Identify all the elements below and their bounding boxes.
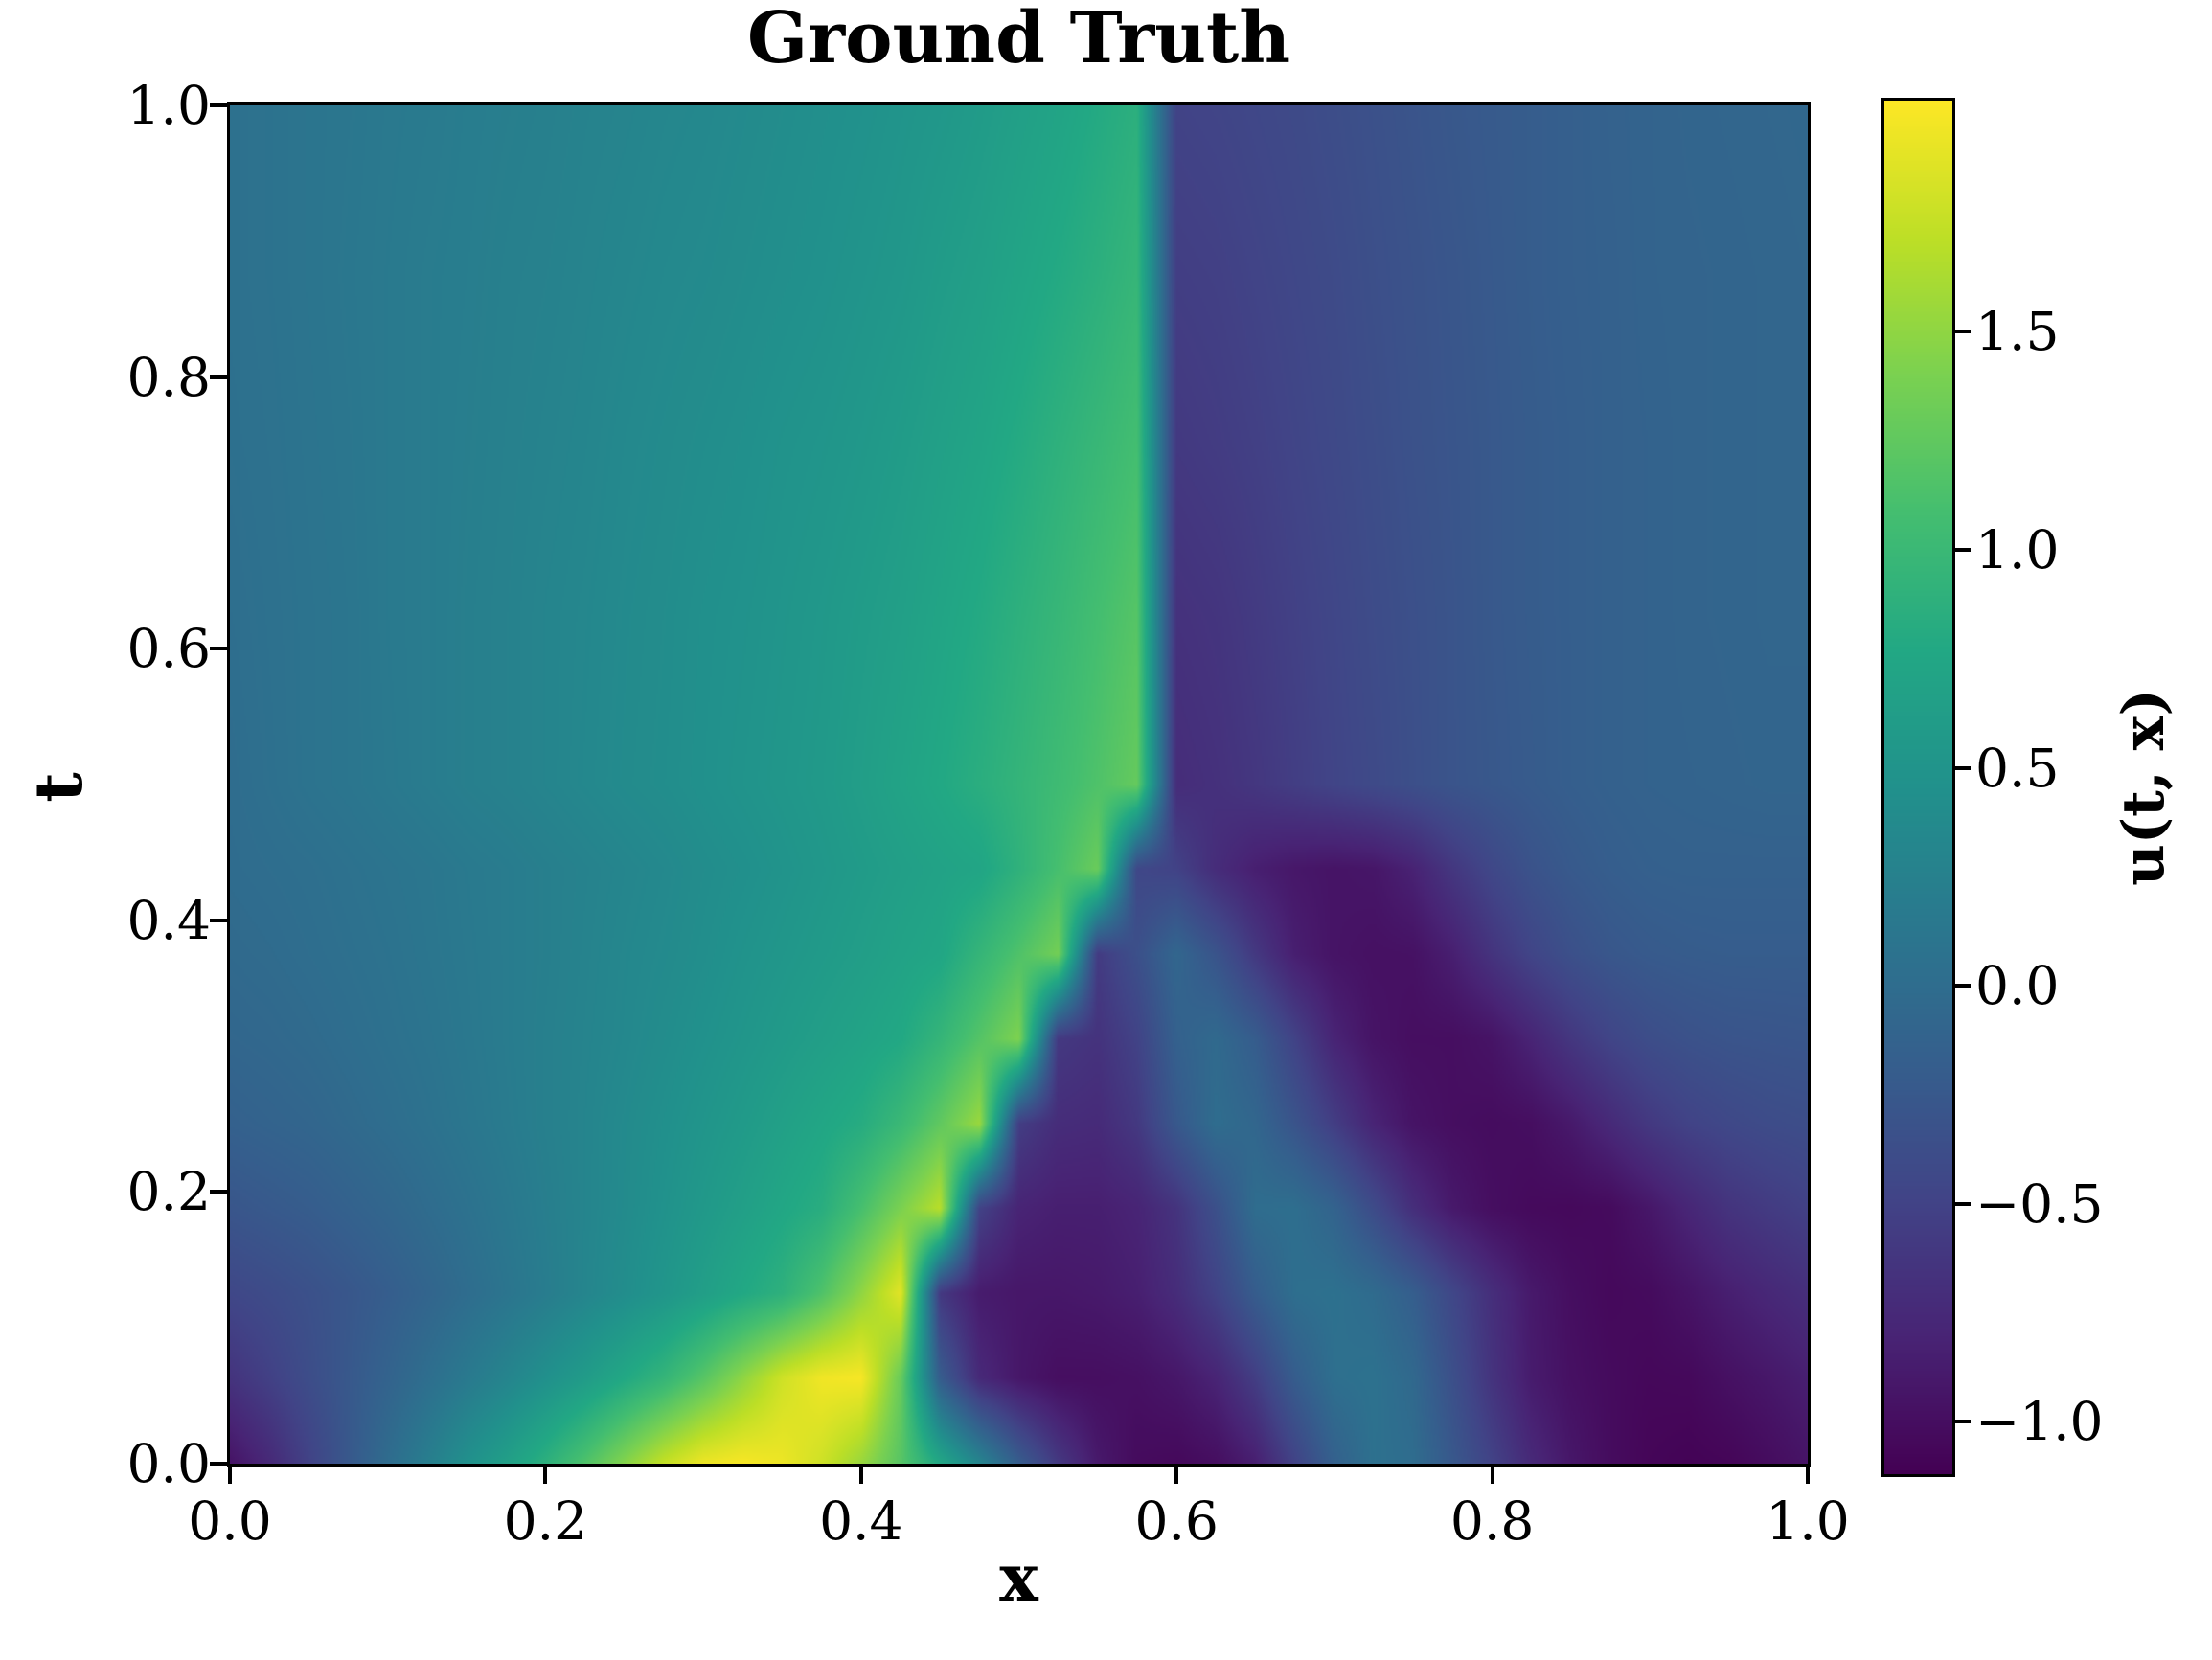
y-tick-mark bbox=[210, 918, 227, 922]
x-tick-label: 0.4 bbox=[819, 1490, 903, 1552]
y-tick-label: 0.2 bbox=[126, 1161, 211, 1223]
colorbar-tick-mark bbox=[1955, 547, 1971, 552]
x-tick-label: 0.0 bbox=[188, 1490, 272, 1552]
y-tick-mark bbox=[210, 1462, 227, 1466]
y-tick-label: 0.0 bbox=[126, 1433, 211, 1494]
colorbar-tick-mark bbox=[1955, 984, 1971, 989]
y-tick-mark bbox=[210, 647, 227, 651]
colorbar-tick-label: −1.0 bbox=[1975, 1391, 2104, 1453]
colorbar-tick-label: 0.5 bbox=[1975, 737, 2060, 799]
y-tick-label: 1.0 bbox=[126, 75, 211, 136]
colorbar-label: u(t, x) bbox=[2110, 689, 2178, 886]
heatmap-canvas bbox=[230, 105, 1808, 1464]
x-tick-label: 0.8 bbox=[1449, 1490, 1535, 1552]
x-axis-label: x bbox=[999, 1540, 1038, 1617]
x-tick-label: 0.6 bbox=[1134, 1490, 1219, 1552]
y-tick-mark bbox=[210, 375, 227, 379]
x-tick-mark bbox=[543, 1467, 548, 1484]
colorbar-tick-mark bbox=[1955, 1420, 1971, 1424]
colorbar-tick-label: 0.0 bbox=[1975, 955, 2060, 1017]
x-tick-label: 1.0 bbox=[1766, 1490, 1850, 1552]
colorbar-canvas bbox=[1884, 101, 1952, 1474]
x-tick-mark bbox=[858, 1467, 863, 1484]
colorbar-tick-mark bbox=[1955, 330, 1971, 334]
colorbar-tick-label: −0.5 bbox=[1975, 1172, 2104, 1235]
y-tick-label: 0.8 bbox=[126, 346, 211, 408]
x-tick-mark bbox=[228, 1467, 232, 1484]
plot-area bbox=[227, 102, 1811, 1467]
y-tick-label: 0.6 bbox=[126, 618, 211, 680]
y-tick-mark bbox=[210, 103, 227, 107]
colorbar bbox=[1881, 98, 1955, 1477]
colorbar-tick-label: 1.5 bbox=[1975, 301, 2060, 363]
colorbar-tick-label: 1.0 bbox=[1975, 518, 2060, 580]
colorbar-tick-mark bbox=[1955, 1201, 1971, 1206]
x-tick-mark bbox=[1490, 1467, 1494, 1484]
y-tick-mark bbox=[210, 1190, 227, 1194]
plot-title: Ground Truth bbox=[746, 0, 1291, 80]
x-tick-mark bbox=[1806, 1467, 1810, 1484]
y-axis-label: t bbox=[21, 772, 98, 803]
x-tick-label: 0.2 bbox=[503, 1490, 588, 1552]
x-tick-mark bbox=[1174, 1467, 1179, 1484]
y-tick-label: 0.4 bbox=[126, 889, 211, 951]
colorbar-tick-mark bbox=[1955, 765, 1971, 770]
